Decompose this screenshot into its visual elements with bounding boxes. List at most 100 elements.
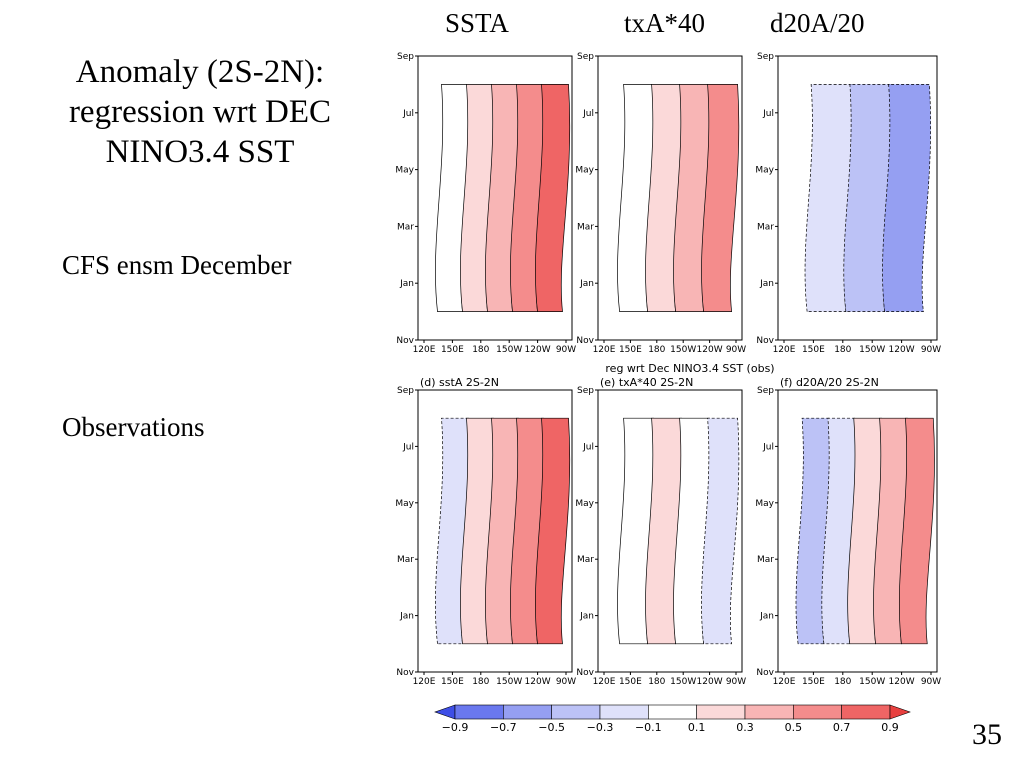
x-tick-label: 90W <box>556 345 576 355</box>
y-tick-label: Jul <box>402 109 414 119</box>
colorbar-label: −0.5 <box>538 721 565 734</box>
x-tick-label: 120E <box>773 677 796 687</box>
x-tick-label: 180 <box>834 345 851 355</box>
panel-border <box>777 55 938 341</box>
colorbar-arrow-low <box>434 704 456 720</box>
x-tick-label: 120W <box>525 677 551 687</box>
contour-band <box>898 417 935 645</box>
x-tick-label: 150E <box>802 677 825 687</box>
contour-band <box>882 84 931 312</box>
x-tick-label: 120W <box>889 345 915 355</box>
y-tick-label: Nov <box>576 668 594 678</box>
panel-title: (d) sstA 2S-2N <box>420 376 499 389</box>
y-tick-label: May <box>575 166 594 176</box>
y-tick-label: Sep <box>757 386 774 396</box>
x-tick-label: 90W <box>726 345 746 355</box>
x-tick-label: 150W <box>859 345 885 355</box>
colorbar-segment <box>696 704 746 720</box>
x-tick-label: 120E <box>593 345 616 355</box>
panel-title: (e) txA*40 2S-2N <box>600 376 693 389</box>
x-tick-label: 90W <box>556 677 576 687</box>
contour-band <box>535 84 571 312</box>
y-tick-label: Jan <box>399 279 414 289</box>
x-tick-label: 120W <box>525 345 551 355</box>
x-tick-label: 90W <box>921 345 941 355</box>
x-tick-label: 150E <box>619 677 642 687</box>
y-tick-label: Mar <box>757 222 774 232</box>
x-tick-label: 90W <box>726 677 746 687</box>
y-tick-label: Sep <box>577 386 594 396</box>
contour-band <box>701 84 740 312</box>
y-tick-label: Jul <box>582 109 594 119</box>
row-label-observations: Observations <box>62 412 205 442</box>
y-tick-label: Jul <box>762 109 774 119</box>
colorbar-label: 0.5 <box>785 721 803 734</box>
x-tick-label: 180 <box>834 677 851 687</box>
colorbar-segment <box>793 704 842 720</box>
y-tick-label: Sep <box>397 52 414 62</box>
column-header-txa: txA*40 <box>624 8 705 38</box>
y-tick-label: Nov <box>756 336 774 346</box>
y-tick-label: May <box>395 166 414 176</box>
y-tick-label: Sep <box>397 386 414 396</box>
slide-title: Anomaly (2S-2N): regression wrt DEC NINO… <box>68 54 332 170</box>
colorbar-label: 0.1 <box>688 721 706 734</box>
y-tick-label: May <box>395 499 414 509</box>
x-tick-label: 120E <box>773 345 796 355</box>
colorbar-arrow-high <box>889 704 911 720</box>
row-label-cfs: CFS ensm December <box>62 250 292 280</box>
y-tick-label: Mar <box>757 555 774 565</box>
y-tick-label: Jan <box>399 612 414 622</box>
panel-border <box>777 389 938 673</box>
x-tick-label: 120E <box>593 677 616 687</box>
panel-border <box>597 55 743 341</box>
y-tick-label: Sep <box>757 52 774 62</box>
contour-band <box>535 417 571 645</box>
y-tick-label: Jan <box>759 279 774 289</box>
colorbar-label: −0.7 <box>490 721 517 734</box>
y-tick-label: Mar <box>397 555 414 565</box>
x-tick-label: 180 <box>472 677 489 687</box>
x-tick-label: 180 <box>648 345 665 355</box>
y-tick-label: Sep <box>577 52 594 62</box>
colorbar-segment <box>551 704 601 720</box>
colorbar-label: −0.1 <box>635 721 662 734</box>
slide-number: 35 <box>972 718 1002 751</box>
x-tick-label: 120W <box>697 677 723 687</box>
panel-border <box>417 55 573 341</box>
x-tick-label: 150E <box>802 345 825 355</box>
colorbar-segment <box>503 704 552 720</box>
x-tick-label: 120E <box>413 345 436 355</box>
y-tick-label: Nov <box>576 336 594 346</box>
figure-title: reg wrt Dec NINO3.4 SST (obs) <box>605 362 774 375</box>
colorbar-segment <box>744 704 794 720</box>
colorbar-segment <box>648 704 697 720</box>
colorbar-label: 0.7 <box>833 721 851 734</box>
colorbar-segment <box>454 704 504 720</box>
colorbar-segment <box>599 704 649 720</box>
panel-border <box>417 389 573 673</box>
y-tick-label: Jan <box>579 279 594 289</box>
y-tick-label: Nov <box>396 336 414 346</box>
panel-title: (f) d20A/20 2S-2N <box>780 376 879 389</box>
colorbar: −0.9 −0.7 −0.5 −0.3 −0.1 0.1 0.3 0.5 0.7 0.9 <box>434 704 911 734</box>
y-tick-label: Nov <box>396 668 414 678</box>
y-tick-label: Jan <box>759 612 774 622</box>
x-tick-label: 120W <box>889 677 915 687</box>
x-tick-label: 150W <box>670 345 696 355</box>
y-tick-label: Jan <box>579 612 594 622</box>
y-tick-label: Mar <box>397 222 414 232</box>
y-tick-label: May <box>575 499 594 509</box>
y-tick-label: Mar <box>577 555 594 565</box>
x-tick-label: 120E <box>413 677 436 687</box>
y-tick-label: Nov <box>756 668 774 678</box>
x-tick-label: 150E <box>441 345 464 355</box>
y-tick-label: Jul <box>402 442 414 452</box>
